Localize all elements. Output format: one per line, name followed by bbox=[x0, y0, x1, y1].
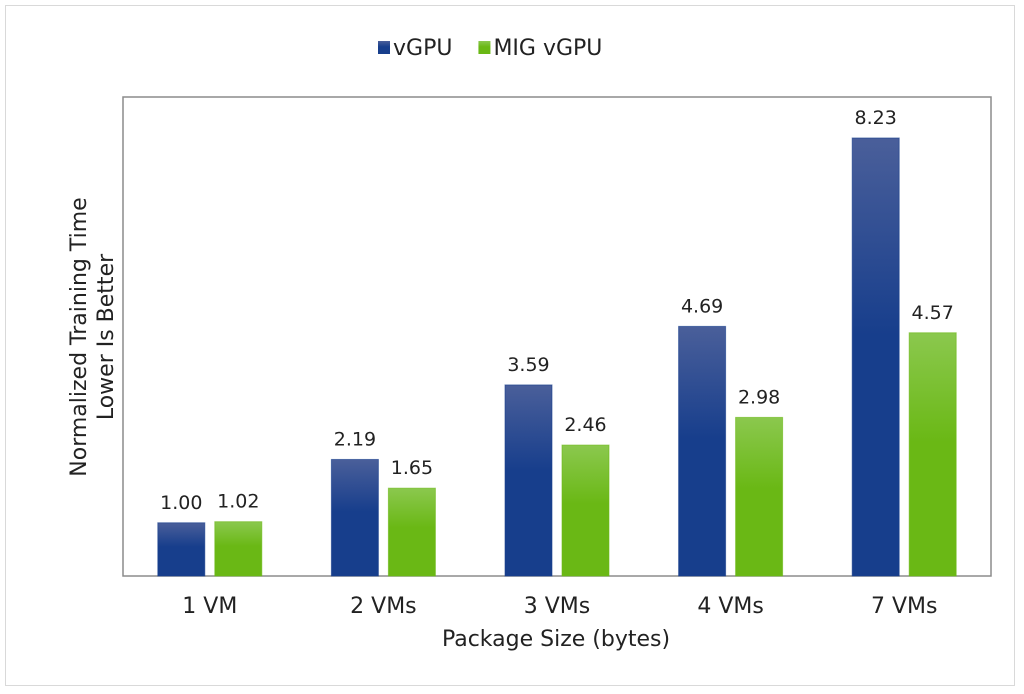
legend-label: MIG vGPU bbox=[493, 36, 602, 61]
plot-area bbox=[122, 96, 992, 577]
bar-vgpu bbox=[157, 522, 206, 577]
data-label: 4.57 bbox=[912, 302, 954, 324]
x-tick-label: 1 VM bbox=[182, 594, 237, 619]
bar-mig-vgpu bbox=[561, 444, 610, 577]
bar-vgpu bbox=[678, 325, 727, 577]
bar-mig-vgpu bbox=[214, 521, 263, 577]
data-label: 3.59 bbox=[507, 354, 549, 376]
chart-frame bbox=[5, 5, 1015, 686]
data-label: 8.23 bbox=[855, 107, 897, 129]
x-tick-label: 2 VMs bbox=[350, 594, 416, 619]
bar-vgpu bbox=[330, 458, 379, 577]
bar-vgpu bbox=[851, 137, 900, 577]
x-tick-label: 4 VMs bbox=[697, 594, 763, 619]
data-label: 4.69 bbox=[681, 295, 723, 317]
data-label: 1.65 bbox=[391, 457, 433, 479]
bar-mig-vgpu bbox=[908, 332, 957, 577]
bar-vgpu bbox=[504, 384, 553, 577]
data-label: 2.46 bbox=[564, 414, 606, 436]
legend-label: vGPU bbox=[393, 36, 452, 61]
data-label: 2.98 bbox=[738, 386, 780, 408]
x-tick-label: 3 VMs bbox=[524, 594, 590, 619]
legend: vGPU MIG vGPU bbox=[378, 36, 602, 61]
bar-mig-vgpu bbox=[387, 487, 436, 577]
data-label: 1.00 bbox=[160, 492, 202, 514]
data-label: 2.19 bbox=[334, 428, 376, 450]
x-tick-label: 7 VMs bbox=[871, 594, 937, 619]
y-axis-label-secondary: Lower Is Better bbox=[94, 253, 119, 420]
y-axis-label: Normalized Training Time bbox=[67, 197, 92, 476]
legend-swatch bbox=[378, 41, 390, 54]
data-label: 1.02 bbox=[217, 491, 259, 513]
legend-swatch bbox=[478, 41, 491, 54]
x-axis-label: Package Size (bytes) bbox=[442, 627, 670, 652]
bar-mig-vgpu bbox=[735, 416, 784, 577]
